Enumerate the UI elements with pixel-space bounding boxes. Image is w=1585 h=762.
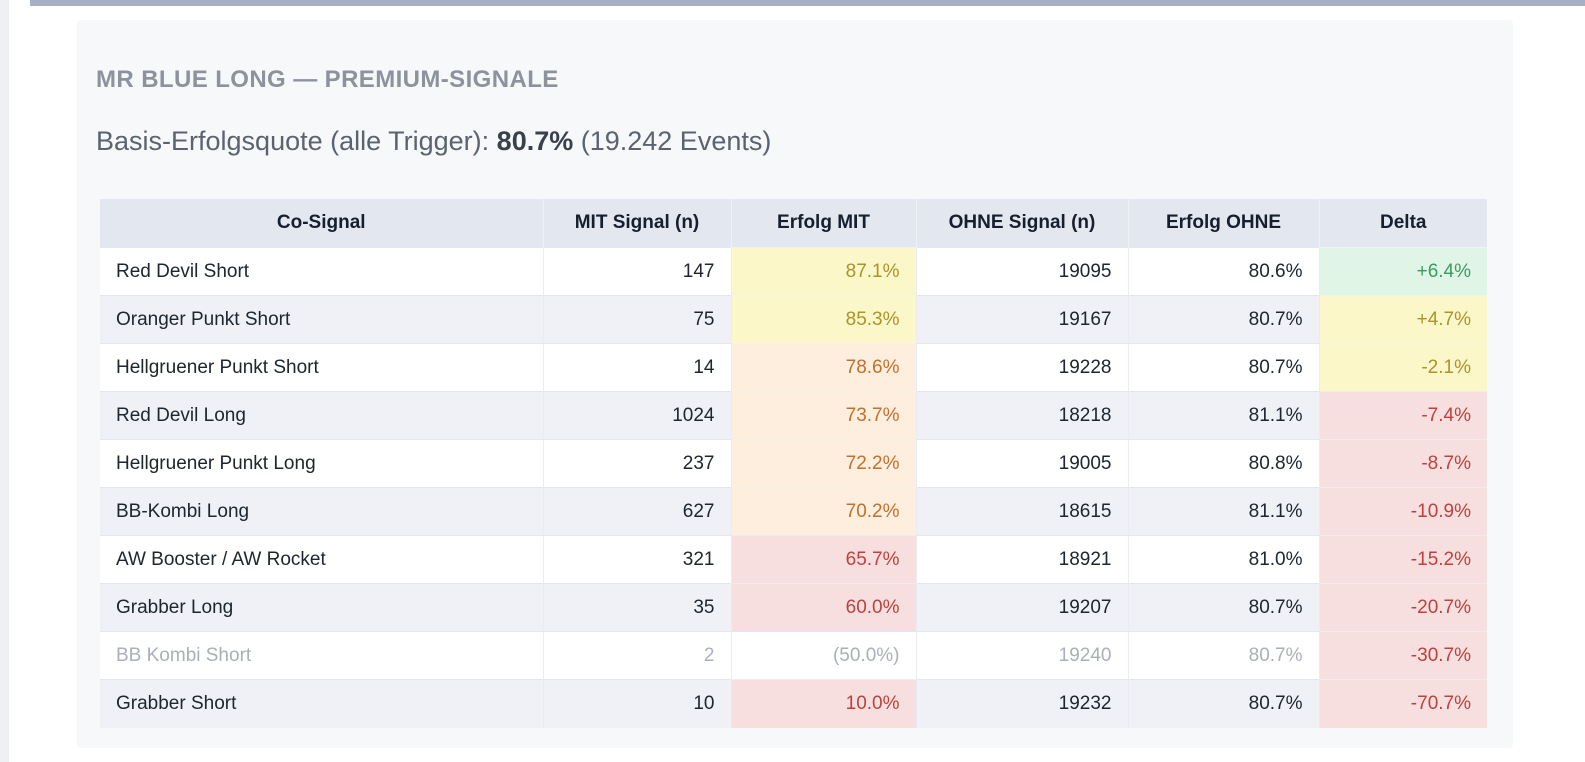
mit-signal-n-cell: 2 <box>542 631 731 680</box>
delta-cell: -10.9% <box>1318 487 1487 536</box>
erfolg-ohne-cell: 81.1% <box>1127 391 1319 440</box>
column-header-erfolg-mit: Erfolg MIT <box>730 199 916 248</box>
base-success-rate-label: Basis-Erfolgsquote (alle Trigger): <box>96 126 497 156</box>
signals-table: Co-Signal MIT Signal (n) Erfolg MIT OHNE… <box>100 199 1487 728</box>
table-row: Hellgruener Punkt Long 237 72.2% 19005 80.8%… <box>100 439 1487 488</box>
erfolg-mit-cell: 73.7% <box>730 391 916 440</box>
base-success-rate-value: 80.7% <box>496 126 574 156</box>
erfolg-ohne-cell: 80.8% <box>1127 439 1319 488</box>
erfolg-mit-cell: 87.1% <box>730 247 916 296</box>
base-success-rate-events: (19.242 Events) <box>573 126 772 156</box>
table-row: Grabber Long 35 60.0% 19207 80.7% -20.7% <box>100 583 1487 632</box>
co-signal-cell: Hellgruener Punkt Long <box>100 439 543 488</box>
ohne-signal-n-cell: 19240 <box>915 631 1128 680</box>
delta-cell: -2.1% <box>1318 343 1487 392</box>
erfolg-mit-cell: 10.0% <box>730 679 916 728</box>
delta-cell: -70.7% <box>1318 679 1487 728</box>
page-title: MR BLUE LONG — PREMIUM-SIGNALE <box>96 66 559 93</box>
co-signal-cell: Grabber Long <box>100 583 543 632</box>
ohne-signal-n-cell: 18921 <box>915 535 1128 584</box>
erfolg-mit-cell: 85.3% <box>730 295 916 344</box>
column-header-erfolg-ohne: Erfolg OHNE <box>1127 199 1319 248</box>
table-row: BB-Kombi Long 627 70.2% 18615 81.1% -10.9% <box>100 487 1487 536</box>
erfolg-ohne-cell: 80.7% <box>1127 295 1319 344</box>
base-success-rate-line: Basis-Erfolgsquote (alle Trigger): 80.7%… <box>96 126 1513 157</box>
table-row: BB Kombi Short 2 (50.0%) 19240 80.7% -30.7% <box>100 631 1487 680</box>
mit-signal-n-cell: 147 <box>542 247 731 296</box>
co-signal-cell: AW Booster / AW Rocket <box>100 535 543 584</box>
delta-cell: -30.7% <box>1318 631 1487 680</box>
ohne-signal-n-cell: 19005 <box>915 439 1128 488</box>
co-signal-cell: Red Devil Short <box>100 247 543 296</box>
delta-cell: +4.7% <box>1318 295 1487 344</box>
co-signal-cell: Oranger Punkt Short <box>100 295 543 344</box>
table-header-row: Co-Signal MIT Signal (n) Erfolg MIT OHNE… <box>100 199 1487 248</box>
ohne-signal-n-cell: 18218 <box>915 391 1128 440</box>
delta-cell: +6.4% <box>1318 247 1487 296</box>
table-row: Red Devil Short 147 87.1% 19095 80.6% +6.4% <box>100 247 1487 296</box>
erfolg-mit-cell: 60.0% <box>730 583 916 632</box>
report-card: MR BLUE LONG — PREMIUM-SIGNALE Basis-Erf… <box>77 20 1513 748</box>
erfolg-ohne-cell: 80.7% <box>1127 679 1319 728</box>
mit-signal-n-cell: 321 <box>542 535 731 584</box>
co-signal-cell: BB Kombi Short <box>100 631 543 680</box>
mit-signal-n-cell: 35 <box>542 583 731 632</box>
co-signal-cell: Hellgruener Punkt Short <box>100 343 543 392</box>
column-header-co-signal: Co-Signal <box>100 199 543 248</box>
mit-signal-n-cell: 237 <box>542 439 731 488</box>
mit-signal-n-cell: 627 <box>542 487 731 536</box>
table-header: Co-Signal MIT Signal (n) Erfolg MIT OHNE… <box>100 199 1487 248</box>
mit-signal-n-cell: 75 <box>542 295 731 344</box>
erfolg-mit-cell: 78.6% <box>730 343 916 392</box>
erfolg-ohne-cell: 80.7% <box>1127 583 1319 632</box>
ohne-signal-n-cell: 19167 <box>915 295 1128 344</box>
column-header-ohne-signal-n: OHNE Signal (n) <box>915 199 1128 248</box>
table-row: Hellgruener Punkt Short 14 78.6% 19228 80.7%… <box>100 343 1487 392</box>
delta-cell: -15.2% <box>1318 535 1487 584</box>
delta-cell: -7.4% <box>1318 391 1487 440</box>
table-body: Red Devil Short 147 87.1% 19095 80.6% +6.4% Or… <box>100 247 1487 728</box>
ohne-signal-n-cell: 19232 <box>915 679 1128 728</box>
erfolg-mit-cell: (50.0%) <box>730 631 916 680</box>
ohne-signal-n-cell: 19207 <box>915 583 1128 632</box>
ohne-signal-n-cell: 19228 <box>915 343 1128 392</box>
erfolg-ohne-cell: 80.7% <box>1127 631 1319 680</box>
table-row: Grabber Short 10 10.0% 19232 80.7% -70.7% <box>100 679 1487 728</box>
column-header-delta: Delta <box>1318 199 1487 248</box>
window-top-bar <box>30 0 1585 6</box>
mit-signal-n-cell: 14 <box>542 343 731 392</box>
erfolg-ohne-cell: 80.6% <box>1127 247 1319 296</box>
table-row: Oranger Punkt Short 75 85.3% 19167 80.7% +4.7… <box>100 295 1487 344</box>
erfolg-mit-cell: 70.2% <box>730 487 916 536</box>
erfolg-ohne-cell: 81.0% <box>1127 535 1319 584</box>
delta-cell: -20.7% <box>1318 583 1487 632</box>
co-signal-cell: Red Devil Long <box>100 391 543 440</box>
ohne-signal-n-cell: 19095 <box>915 247 1128 296</box>
ohne-signal-n-cell: 18615 <box>915 487 1128 536</box>
co-signal-cell: BB-Kombi Long <box>100 487 543 536</box>
mit-signal-n-cell: 1024 <box>542 391 731 440</box>
table-row: Red Devil Long 1024 73.7% 18218 81.1% -7.4% <box>100 391 1487 440</box>
delta-cell: -8.7% <box>1318 439 1487 488</box>
co-signal-cell: Grabber Short <box>100 679 543 728</box>
erfolg-ohne-cell: 81.1% <box>1127 487 1319 536</box>
table-row: AW Booster / AW Rocket 321 65.7% 18921 81.0%… <box>100 535 1487 584</box>
erfolg-mit-cell: 65.7% <box>730 535 916 584</box>
erfolg-mit-cell: 72.2% <box>730 439 916 488</box>
screen-left-edge <box>0 0 9 762</box>
erfolg-ohne-cell: 80.7% <box>1127 343 1319 392</box>
mit-signal-n-cell: 10 <box>542 679 731 728</box>
column-header-mit-signal-n: MIT Signal (n) <box>542 199 731 248</box>
